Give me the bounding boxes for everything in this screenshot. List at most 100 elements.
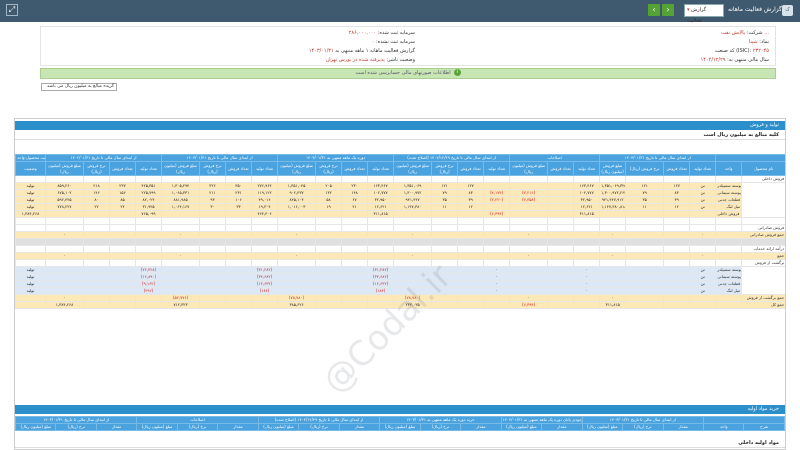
column-header: تعداد تولید <box>483 161 511 176</box>
table-cell <box>341 280 369 288</box>
table-cell <box>225 252 253 260</box>
table-cell: ۱۲,۶۲۱ <box>573 203 601 211</box>
table-cell <box>547 273 575 281</box>
section-title-production: تولید و فروش <box>15 121 785 130</box>
column-header: نرخ فروش (ریال) <box>431 161 459 176</box>
table-cell <box>83 217 110 225</box>
row-label: درآمد ارائه خدمات <box>741 245 785 253</box>
column-header: تعداد تولید <box>367 161 395 176</box>
table-cell <box>715 231 743 239</box>
expand-icon[interactable]: ⤢ <box>6 4 18 16</box>
audit-notice: اطلاعات صورتهای مالی حسابرسی شده است i <box>40 68 776 79</box>
table-cell <box>315 210 343 218</box>
table-cell <box>199 273 227 281</box>
column-header: نرخ فروش (ریال) <box>625 161 665 176</box>
table-cell <box>315 266 343 274</box>
table-cell <box>341 224 369 232</box>
top-toolbar: ⤢ ‹ › ▾ گزارش فعالیت گزارش فعالیت ماهانه… <box>0 0 800 24</box>
table-cell <box>15 245 46 253</box>
table-cell <box>367 245 395 253</box>
table-cell <box>393 175 433 183</box>
table-cell <box>341 273 369 281</box>
table-cell <box>599 238 627 246</box>
table-cell: ۹۳ <box>199 196 227 204</box>
table-cell <box>715 238 743 246</box>
table-row: تولید ۸۵۹,۲۶۰ ۲۱۸ ۲۳۷ ۴۲۵,۳۵۱ ۱,۳۰۵,۲۹۴ ۳۲۶ ۳۵۰… <box>15 182 786 190</box>
table-cell: ۰ <box>483 280 511 288</box>
table-cell <box>45 259 84 267</box>
table-cell: ۰ <box>393 231 433 239</box>
table-cell: ۳۱,۹۲۵ <box>134 203 163 211</box>
table-cell <box>45 280 84 288</box>
table-cell <box>251 252 279 260</box>
table-cell: (۶,۳۹۴) <box>509 301 549 309</box>
group-header: از ابتدای سال مالی تا تاریخ ۱۴۰۳/۰۱/۳۱ <box>581 416 704 424</box>
table-cell <box>509 259 549 267</box>
table-cell <box>45 175 84 183</box>
table-cell <box>109 301 136 309</box>
table-cell: (۶,۳۹۴) <box>483 210 511 218</box>
table-row: برگشت از فروش <box>15 259 785 267</box>
column-header: مقدار <box>662 423 704 431</box>
table-cell: ۱,۰۶۵,۳۳۱ <box>161 189 201 197</box>
table-cell <box>573 301 601 309</box>
row-label: جمع فروش داخلی <box>715 210 743 218</box>
table-cell <box>15 252 46 260</box>
table-cell <box>715 245 743 253</box>
table-cell <box>341 266 369 274</box>
table-cell <box>625 231 665 239</box>
table-cell: ۱۰۲,۷۷۷ <box>367 189 395 197</box>
report-content: تولید و فروش کلیه مبالغ به میلیون ریال ا… <box>14 118 786 450</box>
table-cell: ۱۲۱ <box>625 182 665 190</box>
row-label: فروش داخلی <box>741 175 785 183</box>
table-cell: ۲۷۶,۹۶۴ <box>251 182 279 190</box>
table-cell: ۰ <box>573 280 601 288</box>
table-cell <box>15 175 46 183</box>
table-cell: ۸۸۱,۹۸۵ <box>161 196 201 204</box>
fiscal-value: ۱۴۰۲/۱۲/۲۹ <box>700 57 726 63</box>
table-cell <box>599 217 627 225</box>
table-cell <box>341 175 369 183</box>
table-cell <box>315 287 343 295</box>
table-row: درآمد ارائه خدمات <box>15 245 785 253</box>
table-cell <box>367 217 395 225</box>
table-cell <box>509 245 549 253</box>
group-header: اصلاحات <box>136 416 259 424</box>
table-cell <box>663 245 691 253</box>
table-cell <box>225 231 253 239</box>
table-cell <box>509 273 549 281</box>
table-cell <box>431 238 459 246</box>
table-cell: ۰ <box>689 231 717 239</box>
table-cell <box>483 224 511 232</box>
table-cell <box>599 175 627 183</box>
table-cell <box>367 259 395 267</box>
report-type-select[interactable]: ▾ گزارش فعالیت <box>684 4 724 24</box>
table-cell <box>134 245 163 253</box>
table-cell <box>315 175 343 183</box>
table-cell: ۰ <box>509 252 549 260</box>
table-cell <box>599 266 627 274</box>
table-cell <box>625 280 665 288</box>
capital-info: سرمایه ثبت شده: ۲۸۶,۰۰۰,۰۰۰ <box>348 30 415 36</box>
table-cell: تولید <box>15 273 46 281</box>
table-cell: ۰ <box>509 294 549 302</box>
filter-note-field[interactable]: گزیده مبالغ به میلیون ریال می باشد <box>41 83 117 91</box>
table-cell <box>199 210 227 218</box>
table-cell: ۲۱ <box>341 203 369 211</box>
table-cell <box>341 210 369 218</box>
table-cell <box>509 175 549 183</box>
prev-button[interactable]: ‹ <box>648 4 660 16</box>
table-cell <box>367 301 395 309</box>
table-cell: ۱۱ <box>625 203 665 211</box>
next-button[interactable]: › <box>662 4 674 16</box>
report-select-value: گزارش فعالیت <box>687 7 707 24</box>
table-cell: (۲۶,۴۲۸) <box>134 266 163 274</box>
table-cell <box>547 301 575 309</box>
table-cell <box>199 280 227 288</box>
table-cell: ۲۰۵ <box>315 182 343 190</box>
table-cell <box>689 210 717 218</box>
table-cell <box>715 224 743 232</box>
table-cell <box>225 245 253 253</box>
table-cell <box>689 238 717 246</box>
table-cell <box>547 231 575 239</box>
